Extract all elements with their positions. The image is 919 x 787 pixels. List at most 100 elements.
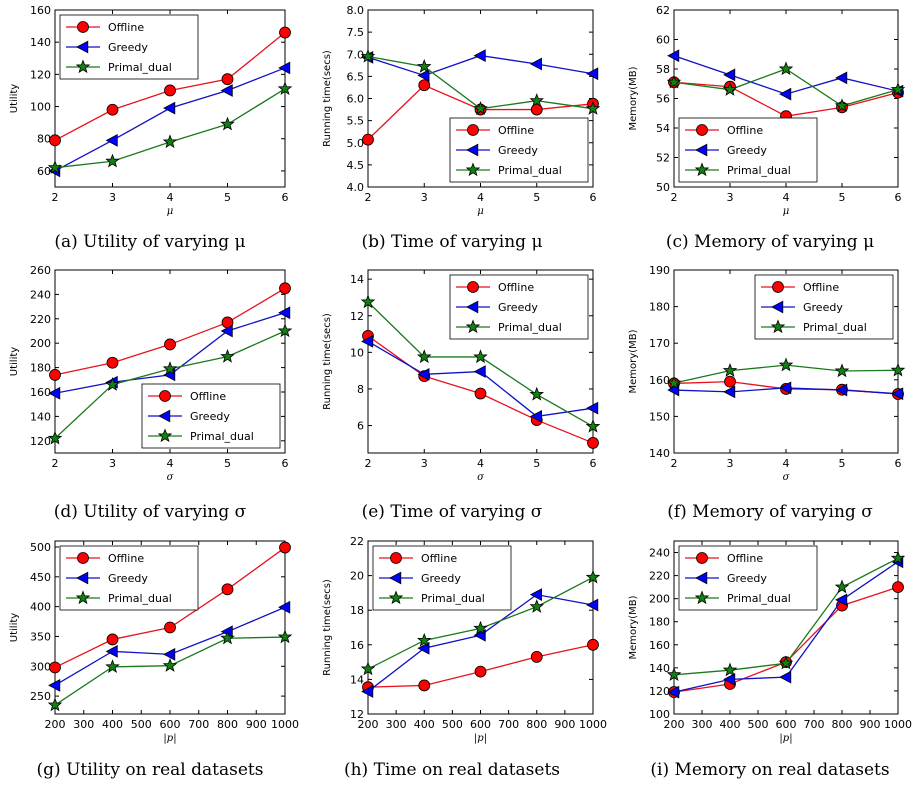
y-tick-label: 180	[649, 301, 670, 314]
data-point	[587, 437, 599, 449]
data-point	[586, 598, 599, 612]
y-tick-label: 160	[30, 4, 51, 17]
data-point	[360, 48, 376, 63]
series-line	[367, 55, 594, 110]
x-tick-label: 800	[217, 718, 238, 731]
legend-entry: Greedy	[108, 41, 148, 54]
x-tick-label: 6	[590, 191, 597, 204]
series-offline	[49, 26, 291, 147]
data-point	[723, 673, 736, 686]
x-tick-label: 2	[671, 191, 678, 204]
x-tick-label: 5	[224, 191, 231, 204]
panel-caption: (i) Memory on real datasets	[650, 760, 889, 780]
y-tick-label: 300	[30, 660, 51, 673]
data-point	[417, 641, 430, 655]
y-tick-label: 180	[30, 362, 51, 375]
data-point	[835, 593, 848, 607]
data-point	[473, 101, 488, 115]
series-offline	[362, 329, 599, 449]
data-point	[778, 655, 794, 670]
x-tick-label: 6	[282, 457, 289, 470]
data-point	[279, 541, 291, 554]
data-point	[162, 134, 178, 149]
y-tick-label: 120	[30, 435, 51, 448]
y-axis-label: Utility	[9, 347, 20, 376]
x-tick-label: 5	[533, 191, 540, 204]
legend-entry: Primal_dual	[190, 430, 254, 443]
x-tick-label: 700	[498, 718, 519, 731]
data-point	[834, 579, 850, 594]
x-tick-label: 2	[365, 191, 372, 204]
data-point	[667, 685, 680, 699]
y-tick-label: 6.0	[347, 93, 365, 106]
data-point	[164, 338, 176, 351]
y-tick-label: 14	[350, 673, 364, 686]
panel-caption: (f) Memory of varying σ	[667, 502, 873, 522]
data-point	[360, 661, 376, 676]
y-tick-label: 54	[656, 122, 670, 135]
data-point	[722, 82, 738, 96]
data-point	[529, 57, 542, 71]
x-tick-label: 900	[554, 718, 575, 731]
y-tick-label: 18	[350, 604, 364, 617]
data-point	[105, 153, 120, 168]
y-tick-label: 60	[37, 165, 51, 178]
legend-entry: Offline	[498, 124, 534, 137]
y-tick-label: 170	[649, 337, 670, 350]
data-point	[220, 84, 233, 97]
legend-entry: Greedy	[803, 301, 843, 314]
data-point	[48, 386, 61, 400]
legend-marker	[76, 571, 89, 585]
legend-marker	[390, 552, 402, 564]
legend-entry: Offline	[421, 552, 457, 565]
legend: Offline Greedy Primal_dual	[449, 274, 589, 340]
legend-entry: Offline	[727, 552, 763, 565]
data-point	[221, 583, 234, 596]
data-point	[723, 68, 736, 82]
data-point	[164, 621, 176, 634]
legend-marker	[159, 390, 171, 402]
series-primal_dual	[360, 48, 601, 115]
data-point	[586, 401, 599, 415]
data-point	[892, 581, 904, 594]
legend-entry: Offline	[108, 552, 144, 565]
y-tick-label: 100	[649, 708, 670, 721]
data-point	[106, 356, 119, 369]
y-tick-label: 100	[30, 101, 51, 114]
data-point	[105, 377, 120, 391]
data-point	[473, 349, 488, 364]
data-point	[164, 84, 176, 97]
y-tick-label: 4.0	[347, 181, 365, 194]
y-tick-label: 10	[350, 346, 364, 359]
data-point	[666, 375, 682, 390]
data-point	[473, 365, 486, 378]
legend-entry: Greedy	[727, 572, 767, 585]
data-point	[890, 550, 906, 565]
data-point	[278, 61, 291, 75]
data-point	[48, 679, 61, 692]
y-tick-label: 450	[30, 571, 51, 584]
legend-marker	[465, 162, 481, 177]
data-point	[220, 348, 235, 363]
x-tick-label: 200	[358, 718, 379, 731]
x-tick-label: 5	[224, 457, 231, 470]
data-point	[279, 26, 291, 39]
data-point	[722, 363, 738, 377]
y-tick-label: 120	[30, 68, 51, 81]
data-point	[529, 93, 545, 107]
y-tick-label: 4.5	[347, 159, 365, 172]
legend-marker	[389, 571, 402, 585]
x-tick-label: 3	[727, 457, 734, 470]
y-axis-label: Memory(MB)	[628, 329, 639, 393]
data-point	[890, 82, 906, 96]
x-tick-label: 4	[783, 191, 790, 204]
data-point	[778, 357, 794, 372]
chart-panel-9: 100 120 140 160 180 200 220 240 200 300 400 500 600 7…	[628, 540, 912, 780]
series-primal_dual	[47, 81, 293, 174]
legend-marker	[77, 552, 89, 564]
x-tick-label: 4	[477, 457, 484, 470]
data-point	[163, 101, 176, 115]
legend: Offline Greedy Primal_dual	[678, 117, 818, 183]
series-primal_dual	[666, 550, 906, 681]
legend-entry: Primal_dual	[803, 321, 867, 334]
